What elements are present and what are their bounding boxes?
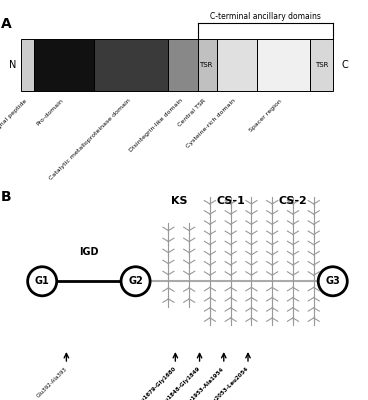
Text: KS: KS — [170, 196, 187, 206]
Bar — [217, 39, 256, 91]
Bar — [33, 39, 94, 91]
Bar — [21, 39, 33, 91]
Text: TSR: TSR — [199, 62, 212, 68]
Text: IGD: IGD — [79, 247, 99, 257]
Text: CS-2: CS-2 — [279, 196, 307, 206]
Text: G3: G3 — [325, 276, 340, 286]
Text: Glu1679-Gly1680: Glu1679-Gly1680 — [136, 366, 177, 400]
Bar — [310, 39, 333, 91]
Text: Spacer region: Spacer region — [249, 98, 283, 133]
Text: Disintegrin-like domain: Disintegrin-like domain — [128, 98, 183, 154]
Ellipse shape — [121, 267, 150, 296]
Text: G2: G2 — [128, 276, 143, 286]
Bar — [94, 39, 169, 91]
Text: Glu392-Ala393: Glu392-Ala393 — [36, 366, 68, 398]
Text: Pro-domain: Pro-domain — [36, 98, 65, 127]
Bar — [256, 39, 310, 91]
Text: C: C — [342, 60, 348, 70]
Text: Catalytic metalloproteinase domain: Catalytic metalloproteinase domain — [48, 98, 131, 182]
Text: Glu1848-Gly1849: Glu1848-Gly1849 — [160, 366, 201, 400]
Text: TSR: TSR — [315, 62, 328, 68]
Bar — [198, 39, 217, 91]
Text: G1: G1 — [35, 276, 50, 286]
Text: CS-1: CS-1 — [216, 196, 245, 206]
Text: Cysteine-rich domain: Cysteine-rich domain — [185, 98, 237, 149]
Ellipse shape — [318, 267, 347, 296]
Text: B: B — [1, 190, 11, 204]
Text: A: A — [1, 17, 11, 31]
Ellipse shape — [28, 267, 57, 296]
Text: Glu2053-Leu2054: Glu2053-Leu2054 — [208, 366, 250, 400]
Text: C-terminal ancillary domains: C-terminal ancillary domains — [210, 12, 321, 21]
Text: Glu1953-Ala1954: Glu1953-Ala1954 — [184, 366, 226, 400]
Text: N: N — [9, 60, 16, 70]
Text: Central TSR: Central TSR — [177, 98, 207, 128]
Bar — [169, 39, 198, 91]
Text: Signal peptide: Signal peptide — [0, 98, 28, 134]
